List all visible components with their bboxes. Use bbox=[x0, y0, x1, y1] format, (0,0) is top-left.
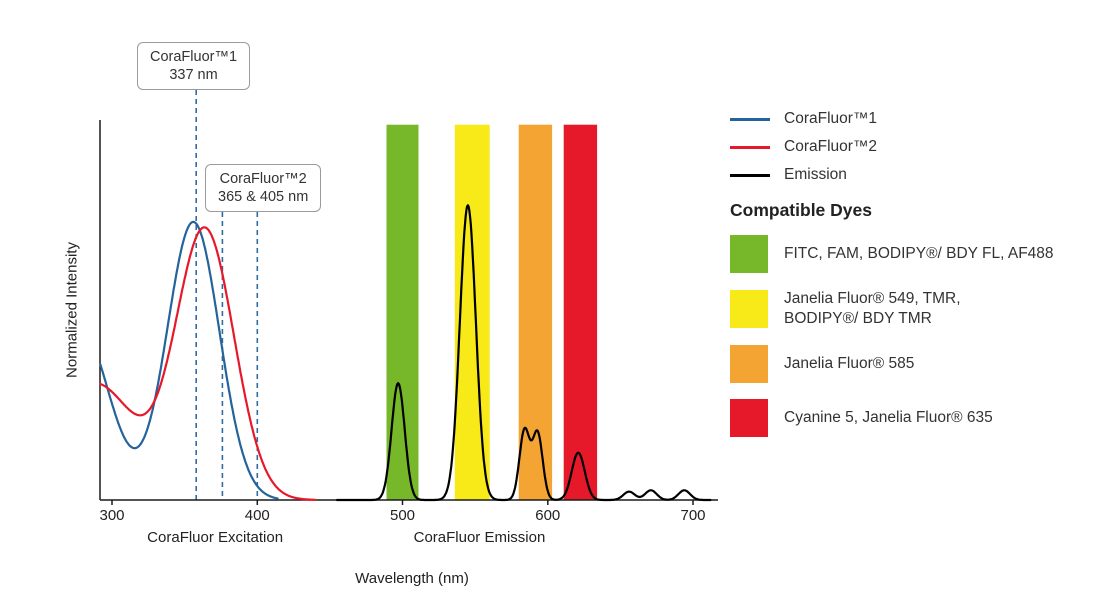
legend-label: CoraFluor™2 bbox=[784, 138, 878, 155]
y-axis-label: Normalized Intensity bbox=[63, 242, 81, 378]
legend-item-corafluor2: CoraFluor™2 bbox=[730, 138, 1098, 156]
annotation-corafluor2-callout: CoraFluor™2 365 & 405 nm bbox=[205, 164, 322, 213]
x-tick-label: 300 bbox=[99, 507, 125, 524]
x-tick-label: 600 bbox=[535, 507, 561, 524]
emission-filter-band-Cy5-JF635-window bbox=[563, 124, 598, 500]
legend-and-dyes-panel: CoraFluor™1 CoraFluor™2 Emission Compati… bbox=[730, 110, 1098, 453]
x-axis-label: Wavelength (nm) bbox=[355, 570, 469, 587]
x-section-label-emission: CoraFluor Emission bbox=[413, 529, 546, 546]
compatible-dyes-heading: Compatible Dyes bbox=[730, 200, 872, 220]
x-tick-label: 400 bbox=[244, 507, 270, 524]
annotation-title: CoraFluor™1 bbox=[150, 49, 238, 65]
legend-item-corafluor1: CoraFluor™1 bbox=[730, 110, 1098, 128]
annotation-value: 365 & 405 nm bbox=[218, 189, 309, 206]
legend-label: CoraFluor™1 bbox=[784, 110, 878, 127]
x-section-label-excitation: CoraFluor Excitation bbox=[147, 529, 284, 546]
emission-line-swatch bbox=[730, 173, 770, 177]
legend-item-emission: Emission bbox=[730, 166, 1098, 184]
dye-label: FITC, FAM, BODIPY®/ BDY FL, AF488 bbox=[784, 244, 1054, 262]
dye-label: Janelia Fluor® 549, TMR, BODIPY®/ BDY TM… bbox=[784, 290, 961, 328]
series-curve-corafluor1 bbox=[99, 220, 279, 500]
annotation-title: CoraFluor™2 bbox=[219, 171, 307, 187]
series-curve-emission bbox=[336, 204, 712, 502]
dye-item-yellow: Janelia Fluor® 549, TMR, BODIPY®/ BDY TM… bbox=[730, 289, 1098, 329]
emission-filter-band-JF585-window bbox=[518, 124, 553, 500]
annotation-corafluor1-callout: CoraFluor™1 337 nm bbox=[137, 42, 251, 91]
annotation-value: 337 nm bbox=[169, 67, 218, 84]
x-tick-label: 500 bbox=[389, 507, 416, 524]
legend-label: Emission bbox=[784, 166, 847, 183]
dye-item-red: Cyanine 5, Janelia Fluor® 635 bbox=[730, 399, 1098, 438]
corafluor1-line-swatch bbox=[730, 117, 770, 121]
dye-item-green: FITC, FAM, BODIPY®/ BDY FL, AF488 bbox=[730, 235, 1098, 273]
orange-dye-swatch bbox=[730, 345, 768, 384]
green-dye-swatch bbox=[730, 235, 768, 273]
corafluor2-line-swatch bbox=[730, 145, 770, 149]
dye-label: Janelia Fluor® 585 bbox=[784, 355, 915, 373]
series-curve-corafluor2 bbox=[99, 226, 317, 501]
dye-item-orange: Janelia Fluor® 585 bbox=[730, 345, 1098, 384]
yellow-dye-swatch bbox=[730, 290, 768, 329]
red-dye-swatch bbox=[730, 399, 768, 438]
x-tick-label: 700 bbox=[680, 507, 706, 524]
dye-label: Cyanine 5, Janelia Fluor® 635 bbox=[784, 409, 993, 427]
